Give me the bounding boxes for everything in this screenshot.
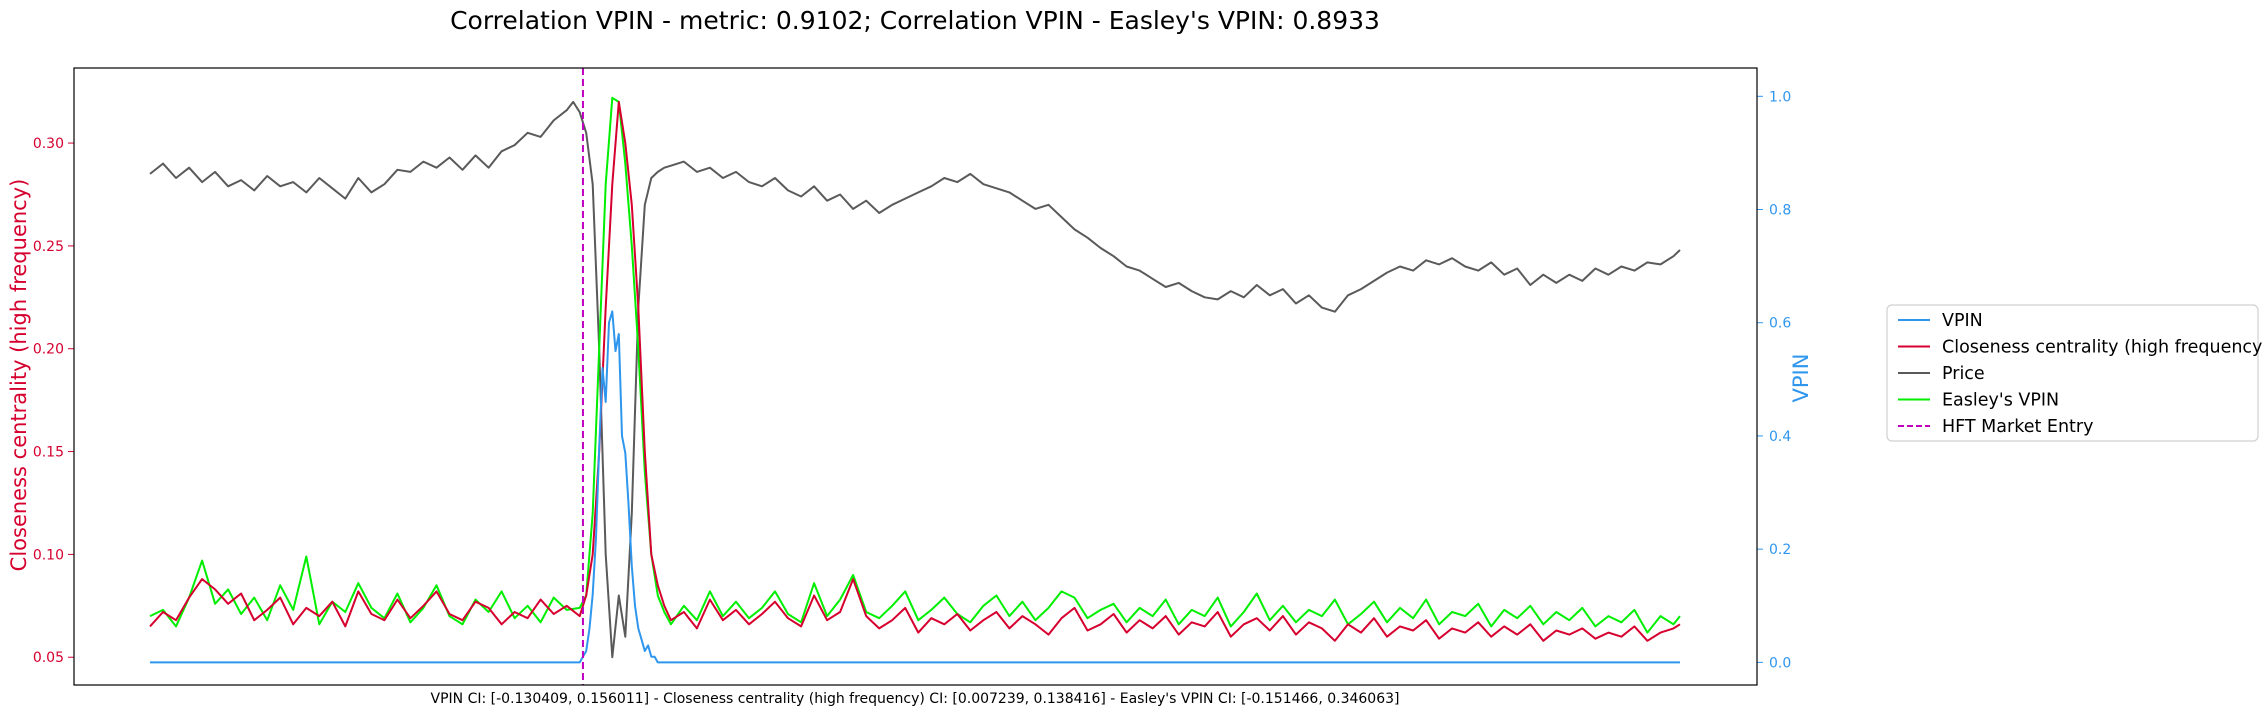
left-tick-label: 0.20 (33, 342, 64, 358)
legend-label: HFT Market Entry (1942, 417, 2093, 437)
right-tick-label: 0.0 (1769, 655, 1791, 671)
right-tick-label: 1.0 (1769, 89, 1791, 105)
series-line-vpin (150, 310, 1680, 664)
left-y-axis-ticks: 0.05 0.10 0.15 0.20 0.25 0.30 (33, 136, 74, 666)
right-tick-label: 0.4 (1769, 429, 1791, 445)
legend-label: Easley's VPIN (1942, 391, 2059, 411)
legend-label: VPIN (1942, 311, 1983, 331)
chart-title: Correlation VPIN - metric: 0.9102; Corre… (450, 6, 1380, 35)
series-layer (149, 96, 1681, 664)
left-tick-label: 0.30 (33, 136, 64, 152)
left-tick-label: 0.10 (33, 547, 64, 563)
legend-label: Closeness centrality (high frequency) (1942, 338, 2263, 358)
left-tick-label: 0.15 (33, 445, 64, 461)
legend: VPIN Closeness centrality (high frequency… (1886, 304, 2263, 442)
right-tick-label: 0.8 (1769, 203, 1791, 219)
footer-ci-text: VPIN CI: [-0.130409, 0.156011] - Closene… (431, 691, 1400, 707)
left-y-axis-label: Closeness centrality (high frequency) (7, 179, 31, 572)
legend-label: Price (1942, 364, 1985, 384)
legend-box (1886, 304, 2259, 442)
right-y-axis-label: VPIN (1789, 354, 1813, 403)
left-tick-label: 0.05 (33, 650, 64, 666)
series-line-price (149, 100, 1681, 659)
series-line-closeness-centrality-high-frequency (149, 100, 1681, 642)
plot-frame (73, 67, 1758, 686)
right-y-axis-ticks: 0.0 0.2 0.4 0.6 0.8 1.0 (1757, 89, 1791, 671)
series-line-easley-s-vpin (149, 96, 1681, 634)
right-tick-label: 0.2 (1769, 542, 1791, 558)
right-tick-label: 0.6 (1769, 316, 1791, 332)
left-tick-label: 0.25 (33, 239, 64, 255)
